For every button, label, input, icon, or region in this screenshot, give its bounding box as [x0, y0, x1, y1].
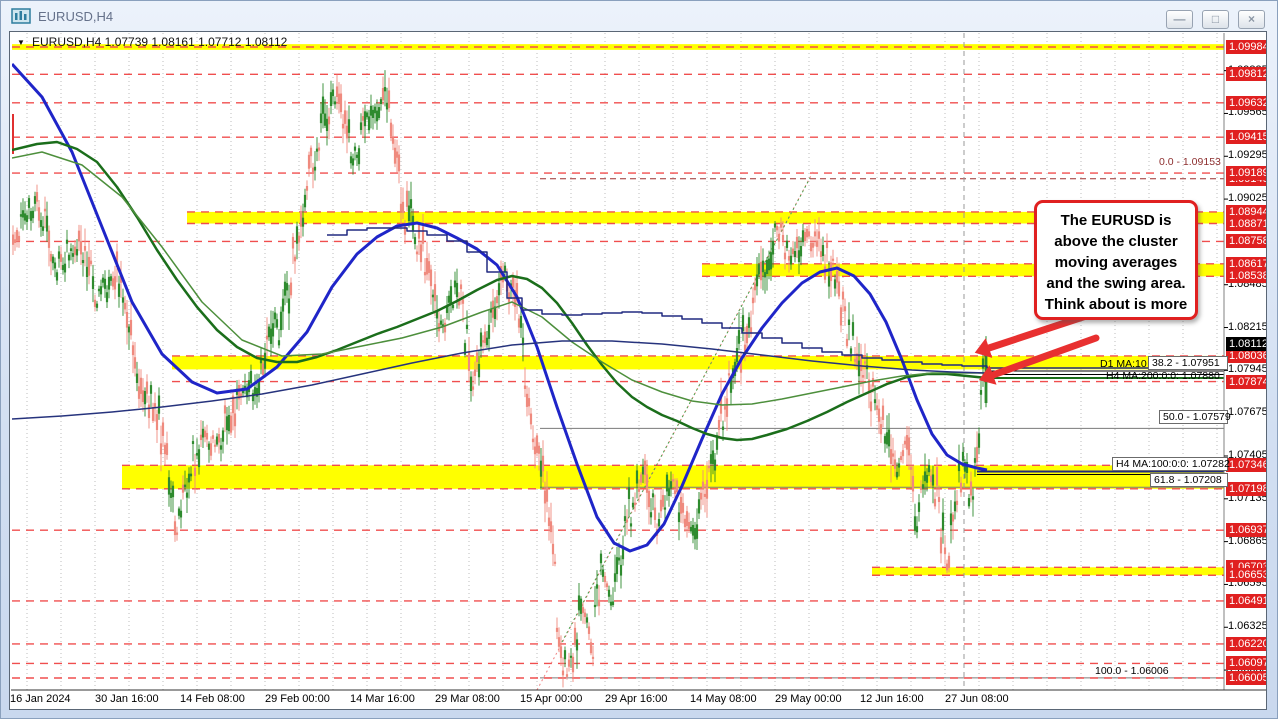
fib-0-label: 0.0 - 1.09153 [1159, 156, 1221, 168]
annotation-box[interactable]: The EURUSD is above the cluster moving a… [1034, 200, 1198, 320]
chart-panel: ▼ EURUSD,H4 1.07739 1.08161 1.07712 1.08… [9, 31, 1267, 710]
price-axis-label: 1.07405 [1228, 448, 1267, 461]
price-level-label: 1.09984 [1226, 40, 1266, 54]
price-level-label: 1.09189 [1226, 166, 1266, 181]
price-axis-label: 1.08215 [1228, 320, 1267, 333]
date-axis-label: 14 May 08:00 [690, 693, 757, 705]
symbol-dropdown-icon[interactable]: ▼ [17, 38, 25, 47]
price-level-label: 1.08538 [1226, 269, 1266, 284]
price-axis-label: 1.07945 [1228, 363, 1267, 376]
date-axis-label: 29 Apr 16:00 [605, 693, 668, 705]
current-price-label: 1.08112 [1226, 336, 1266, 351]
price-level-label: 1.06491 [1226, 593, 1266, 608]
price-axis-label: 1.09025 [1228, 192, 1267, 205]
window-controls: — □ × [1166, 10, 1265, 29]
ohlc-header: EURUSD,H4 1.07739 1.08161 1.07712 1.0811… [32, 35, 288, 49]
fib-50-label: 50.0 - 1.07579 [1159, 410, 1231, 424]
d1-ma-label: D1 MA:10 [1100, 358, 1147, 370]
price-level-label: 1.07346 [1226, 458, 1266, 473]
chart-icon [11, 8, 31, 24]
close-button[interactable]: × [1238, 10, 1265, 29]
price-level-label: 1.06653 [1226, 568, 1266, 583]
title-bar[interactable]: EURUSD,H4 — □ × [1, 1, 1277, 31]
price-level-label: 1.08944 [1226, 204, 1266, 219]
date-axis-label: 29 Feb 00:00 [265, 693, 330, 705]
price-axis-label: 1.09295 [1228, 149, 1267, 162]
annotation-line: moving averages [1054, 254, 1178, 271]
fib-382-label: 38.2 - 1.07951 [1148, 356, 1228, 370]
annotation-line: Think about is more [1044, 296, 1188, 313]
price-level-label: 1.06937 [1226, 523, 1266, 538]
price-level-label: 1.07198 [1226, 481, 1266, 496]
price-level-label: 1.09415 [1226, 130, 1266, 145]
date-axis-label: 30 Jan 16:00 [95, 693, 159, 705]
date-axis-label: 12 Jun 16:00 [860, 693, 924, 705]
price-axis-label: 1.06865 [1228, 534, 1267, 547]
price-level-label: 1.09812 [1226, 67, 1266, 82]
date-axis-label: 29 Mar 08:00 [435, 693, 500, 705]
price-level-label: 1.06005 [1226, 671, 1266, 685]
annotation-line: The EURUSD is [1060, 212, 1172, 229]
annotation-line: above the cluster [1054, 233, 1178, 250]
price-axis-label: 1.07675 [1228, 406, 1267, 419]
price-axis-label: 1.06325 [1228, 620, 1267, 633]
h4-ma100-label: H4 MA:100:0:0: 1.07282 [1112, 457, 1230, 471]
window-title: EURUSD,H4 [38, 8, 114, 24]
fib-618-label: 61.8 - 1.07208 [1150, 473, 1228, 487]
price-level-label: 1.08871 [1226, 216, 1266, 231]
price-level-label: 1.06220 [1226, 636, 1266, 651]
chart-canvas[interactable] [10, 32, 1267, 710]
restore-button[interactable]: □ [1202, 10, 1229, 29]
date-axis-label: 16 Jan 2024 [10, 693, 71, 705]
price-level-label: 1.07874 [1226, 374, 1266, 389]
price-level-label: 1.09632 [1226, 95, 1266, 110]
date-axis-label: 15 Apr 00:00 [520, 693, 583, 705]
date-axis-label: 29 May 00:00 [775, 693, 842, 705]
fib-100-label: 100.0 - 1.06006 [1095, 665, 1169, 677]
h4-ma200-label: H4 MA:200:0:0: 1.07880 [1106, 370, 1220, 382]
date-axis-label: 14 Mar 16:00 [350, 693, 415, 705]
price-level-label: 1.06097 [1226, 656, 1266, 671]
date-axis-label: 14 Feb 08:00 [180, 693, 245, 705]
date-axis-label: 27 Jun 08:00 [945, 693, 1009, 705]
annotation-line: and the swing area. [1046, 275, 1186, 292]
price-level-label: 1.08036 [1226, 348, 1266, 363]
price-level-label: 1.08758 [1226, 234, 1266, 249]
minimize-button[interactable]: — [1166, 10, 1193, 29]
price-level-label: 1.08617 [1226, 256, 1266, 271]
